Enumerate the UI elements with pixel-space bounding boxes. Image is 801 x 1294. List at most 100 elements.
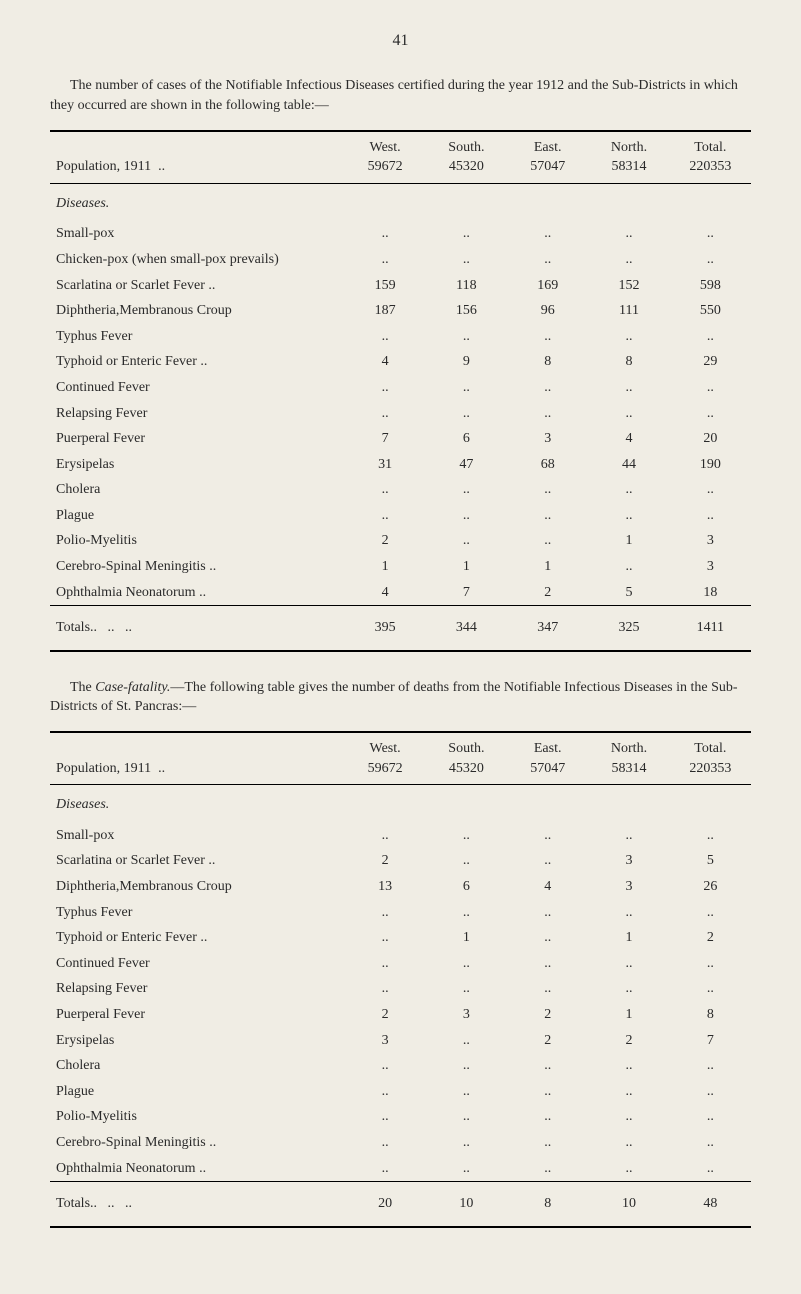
header-north-label: North. <box>611 741 647 756</box>
cell-value: .. <box>507 503 588 529</box>
cell-value: .. <box>507 900 588 926</box>
header-total: Total. 220353 <box>670 732 751 785</box>
table-row: Diphtheria,Membranous Croup1871569611155… <box>50 298 751 324</box>
disease-label: Ophthalmia Neonatorum .. <box>50 1156 344 1182</box>
cell-value: .. <box>588 823 669 849</box>
table-row: Scarlatina or Scarlet Fever ..1591181691… <box>50 273 751 299</box>
cell-value: .. <box>670 976 751 1002</box>
cell-value: 4 <box>344 349 425 375</box>
table-row: Ophthalmia Neonatorum ............ <box>50 1156 751 1182</box>
cell-value: .. <box>426 900 507 926</box>
cell-value: .. <box>426 324 507 350</box>
cell-value: 2 <box>344 1002 425 1028</box>
table-row: Puerperal Fever763420 <box>50 426 751 452</box>
disease-label: Erysipelas <box>50 452 344 478</box>
header-east-label: East. <box>534 140 562 155</box>
totals-total: 48 <box>670 1182 751 1227</box>
totals-row: Totals.. .. .. 395 344 347 325 1411 <box>50 606 751 651</box>
table-row: Ophthalmia Neonatorum ..472518 <box>50 580 751 606</box>
cell-value: 2 <box>507 1028 588 1054</box>
cell-value: 3 <box>588 848 669 874</box>
cell-value: .. <box>426 951 507 977</box>
table-row: Typhus Fever.......... <box>50 324 751 350</box>
header-population: Population, 1911 .. <box>50 732 344 785</box>
cell-value: .. <box>426 1028 507 1054</box>
header-west: West. 59672 <box>344 131 425 184</box>
cell-value: .. <box>344 503 425 529</box>
cell-value: .. <box>426 503 507 529</box>
table-row: Small-pox.......... <box>50 221 751 247</box>
cell-value: .. <box>507 324 588 350</box>
cell-value: .. <box>507 848 588 874</box>
cell-value: .. <box>344 925 425 951</box>
page-number: 41 <box>50 30 751 52</box>
cell-value: 3 <box>588 874 669 900</box>
header-east: East. 57047 <box>507 131 588 184</box>
cell-value: 1 <box>507 554 588 580</box>
cell-value: 7 <box>670 1028 751 1054</box>
header-population-label: Population, 1911 <box>56 761 151 776</box>
cell-value: .. <box>344 247 425 273</box>
table-row: Puerperal Fever23218 <box>50 1002 751 1028</box>
cell-value: .. <box>426 221 507 247</box>
header-west-pop: 59672 <box>368 159 403 174</box>
cell-value: 187 <box>344 298 425 324</box>
mid-italic: Case-fatality. <box>95 680 170 695</box>
table-row: Relapsing Fever.......... <box>50 401 751 427</box>
cell-value: .. <box>588 1104 669 1130</box>
disease-label: Plague <box>50 503 344 529</box>
cell-value: 7 <box>344 426 425 452</box>
cell-value: 4 <box>344 580 425 606</box>
cell-value: .. <box>670 951 751 977</box>
cell-value: 156 <box>426 298 507 324</box>
table-header-row: Population, 1911 .. West. 59672 South. 4… <box>50 732 751 785</box>
disease-label: Ophthalmia Neonatorum .. <box>50 580 344 606</box>
table-row: Small-pox.......... <box>50 823 751 849</box>
cell-value: 2 <box>507 580 588 606</box>
header-total: Total. 220353 <box>670 131 751 184</box>
cell-value: .. <box>670 375 751 401</box>
cell-value: .. <box>507 925 588 951</box>
totals-label: Totals.. .. .. <box>50 606 344 651</box>
cell-value: 1 <box>426 554 507 580</box>
header-east-label: East. <box>534 741 562 756</box>
cell-value: .. <box>344 1104 425 1130</box>
disease-label: Scarlatina or Scarlet Fever .. <box>50 848 344 874</box>
header-north-label: North. <box>611 140 647 155</box>
cell-value: .. <box>507 1104 588 1130</box>
header-east: East. 57047 <box>507 732 588 785</box>
cell-value: 3 <box>507 426 588 452</box>
cell-value: 29 <box>670 349 751 375</box>
disease-label: Polio-Myelitis <box>50 1104 344 1130</box>
table-header-row: Population, 1911 .. West. 59672 South. 4… <box>50 131 751 184</box>
cell-value: 26 <box>670 874 751 900</box>
disease-label: Relapsing Fever <box>50 976 344 1002</box>
cell-value: 4 <box>588 426 669 452</box>
cell-value: .. <box>588 375 669 401</box>
cell-value: 44 <box>588 452 669 478</box>
header-west: West. 59672 <box>344 732 425 785</box>
cell-value: .. <box>588 1053 669 1079</box>
header-south-pop: 45320 <box>449 761 484 776</box>
cell-value: 190 <box>670 452 751 478</box>
diseases-heading-row: Diseases. <box>50 183 751 221</box>
cell-value: .. <box>426 247 507 273</box>
cell-value: 7 <box>426 580 507 606</box>
cell-value: .. <box>426 1130 507 1156</box>
cell-value: .. <box>670 1130 751 1156</box>
totals-total: 1411 <box>670 606 751 651</box>
header-north: North. 58314 <box>588 131 669 184</box>
cell-value: .. <box>588 401 669 427</box>
cell-value: .. <box>507 401 588 427</box>
disease-label: Diphtheria,Membranous Croup <box>50 874 344 900</box>
table-row: Plague.......... <box>50 1079 751 1105</box>
cell-value: .. <box>670 823 751 849</box>
mid-prefix: The <box>70 680 95 695</box>
header-south-label: South. <box>448 140 484 155</box>
table-row: Cerebro-Spinal Meningitis ............ <box>50 1130 751 1156</box>
cell-value: .. <box>588 1079 669 1105</box>
cell-value: .. <box>507 1053 588 1079</box>
cell-value: .. <box>588 477 669 503</box>
diseases-heading: Diseases. <box>50 785 344 823</box>
cell-value: .. <box>507 1130 588 1156</box>
